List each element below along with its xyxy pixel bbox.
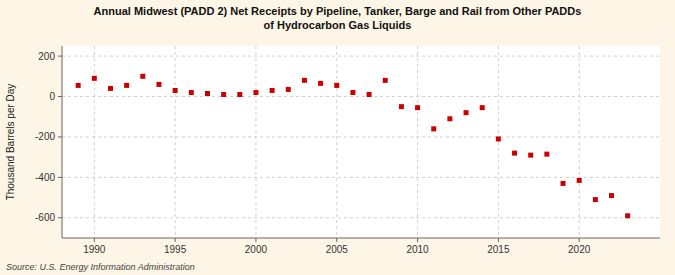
point bbox=[480, 105, 485, 110]
point bbox=[367, 92, 372, 97]
y-grid-line bbox=[62, 96, 660, 97]
point bbox=[415, 105, 420, 110]
point bbox=[431, 126, 436, 131]
y-tick-label: -600 bbox=[35, 212, 55, 223]
point bbox=[318, 81, 323, 86]
y-tick bbox=[58, 177, 62, 178]
y-tick-label: 0 bbox=[49, 91, 55, 102]
point bbox=[108, 86, 113, 91]
point bbox=[92, 76, 97, 81]
point bbox=[561, 181, 566, 186]
point bbox=[237, 92, 242, 97]
point bbox=[625, 213, 630, 218]
point bbox=[76, 83, 81, 88]
x-tick-label: 2000 bbox=[245, 244, 268, 255]
source: Source: U.S. Energy Information Administ… bbox=[6, 262, 195, 272]
x-tick-label: 2005 bbox=[326, 244, 349, 255]
x-grid-line bbox=[417, 46, 418, 238]
x-tick bbox=[417, 238, 418, 242]
y-tick bbox=[58, 56, 62, 57]
point bbox=[124, 83, 129, 88]
point bbox=[350, 90, 355, 95]
x-tick-label: 2020 bbox=[568, 244, 591, 255]
x-tick-label: 1995 bbox=[164, 244, 187, 255]
x-tick-label: 2015 bbox=[487, 244, 510, 255]
point bbox=[334, 83, 339, 88]
x-grid-line bbox=[255, 46, 256, 238]
point bbox=[253, 90, 258, 95]
point bbox=[528, 153, 533, 158]
x-grid-line bbox=[579, 46, 580, 238]
point bbox=[544, 152, 549, 157]
y-tick-label: 200 bbox=[38, 51, 55, 62]
y-grid-line bbox=[62, 217, 660, 218]
point bbox=[383, 78, 388, 83]
point bbox=[302, 78, 307, 83]
point bbox=[399, 104, 404, 109]
point bbox=[270, 88, 275, 93]
point bbox=[577, 178, 582, 183]
point bbox=[464, 110, 469, 115]
points bbox=[76, 74, 631, 218]
x-grid-line bbox=[175, 46, 176, 238]
y-axis-label: Thousand Barrels per Day bbox=[5, 84, 16, 201]
y-tick bbox=[58, 217, 62, 218]
chart: -600 -400 -200 0 200 1990 1995 2000 2005 2010 2015… bbox=[0, 0, 675, 275]
x-grid-line bbox=[498, 46, 499, 238]
y-axis-line bbox=[62, 46, 63, 238]
y-tick-label: -400 bbox=[35, 172, 55, 183]
point bbox=[221, 92, 226, 97]
point bbox=[286, 87, 291, 92]
y-grid-line bbox=[62, 56, 660, 57]
point bbox=[189, 90, 194, 95]
x-tick-label: 2010 bbox=[406, 244, 429, 255]
point bbox=[496, 136, 501, 141]
x-grid-line bbox=[94, 46, 95, 238]
x-tick bbox=[175, 238, 176, 242]
y-tick-label: -200 bbox=[35, 131, 55, 142]
x-tick-label: 1990 bbox=[83, 244, 106, 255]
x-tick bbox=[579, 238, 580, 242]
title-line: of Hydrocarbon Gas Liquids bbox=[264, 19, 412, 31]
point bbox=[156, 82, 161, 87]
point bbox=[593, 197, 598, 202]
x-tick bbox=[255, 238, 256, 242]
grid bbox=[62, 46, 660, 238]
point bbox=[140, 74, 145, 79]
point bbox=[609, 193, 614, 198]
plot-area bbox=[62, 46, 660, 238]
y-tick bbox=[58, 136, 62, 137]
x-tick bbox=[336, 238, 337, 242]
title: Annual Midwest (PADD 2) Net Receipts by … bbox=[94, 5, 582, 31]
point bbox=[173, 88, 178, 93]
point bbox=[205, 91, 210, 96]
title-line: Annual Midwest (PADD 2) Net Receipts by … bbox=[94, 5, 582, 17]
y-grid-line bbox=[62, 136, 660, 137]
x-axis-line bbox=[62, 238, 660, 239]
point bbox=[447, 116, 452, 121]
x-grid-line bbox=[336, 46, 337, 238]
y-grid-line bbox=[62, 177, 660, 178]
x-tick bbox=[498, 238, 499, 242]
x-tick bbox=[94, 238, 95, 242]
y-tick bbox=[58, 96, 62, 97]
point bbox=[512, 151, 517, 156]
